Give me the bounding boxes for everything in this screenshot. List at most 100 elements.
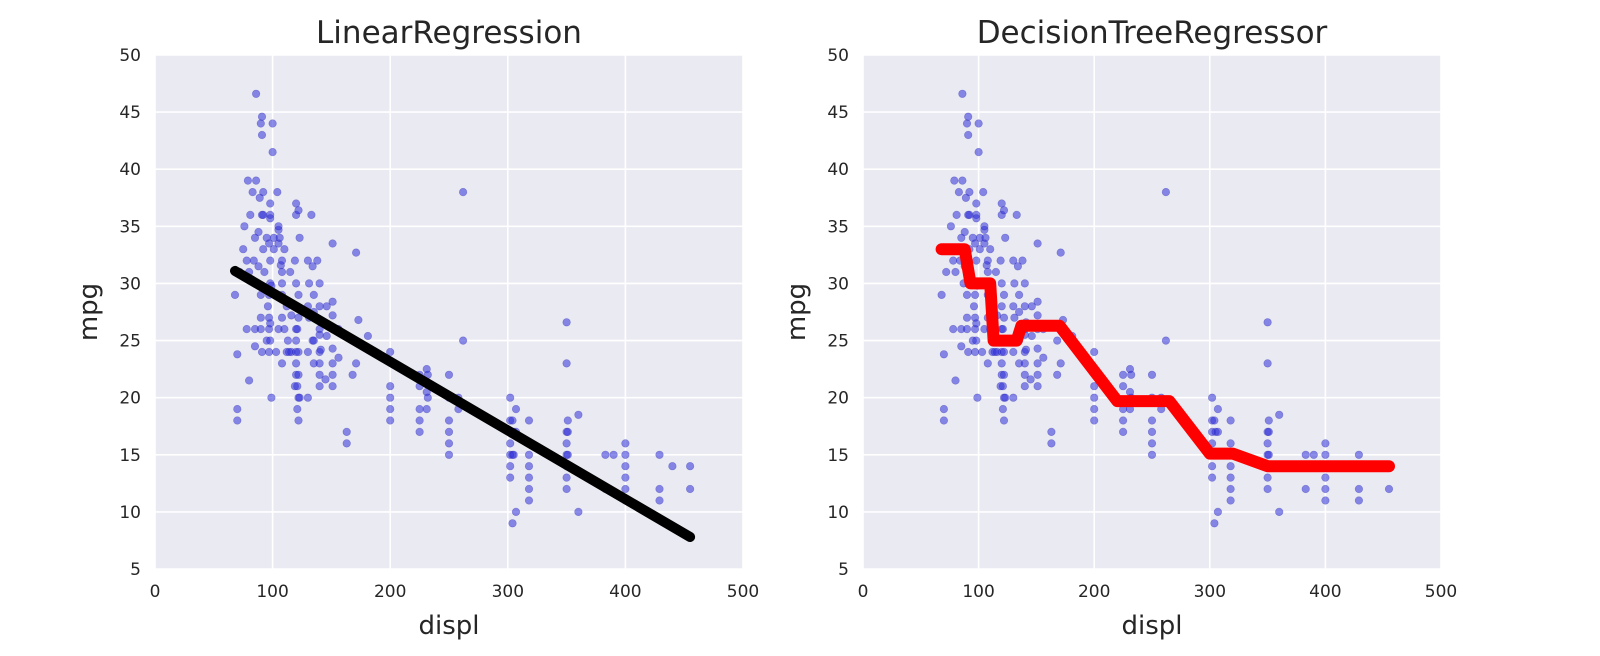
data-point [1118,427,1128,437]
data-point [257,347,267,357]
data-point [506,473,515,482]
data-point [1090,405,1099,414]
data-point [563,427,572,437]
data-point [1263,359,1272,368]
data-point [280,245,289,254]
data-point [1354,484,1363,494]
data-point [954,188,964,197]
y-tick-labels: 5 10 15 20 25 30 35 40 45 50 [827,46,849,580]
data-point [997,279,1006,288]
data-point [962,119,972,128]
x-tick-label: 300 [1194,582,1226,602]
data-point [286,267,295,277]
data-point [972,336,981,345]
data-point [1210,416,1219,425]
y-tick-label: 35 [119,217,141,237]
data-point [1226,484,1235,494]
data-point [961,193,971,202]
data-point [655,484,664,494]
x-tick-label: 200 [374,582,406,602]
y-tick-labels: 5 10 15 20 25 30 35 40 45 50 [119,46,141,580]
data-point [1009,302,1018,311]
data-point [1020,302,1029,311]
data-point [685,484,695,494]
plot-area [155,55,743,569]
data-point [1009,393,1018,402]
data-point [459,336,468,345]
data-point [1014,290,1024,300]
data-point [991,267,1001,277]
data-point [328,370,337,379]
data-point [942,267,951,277]
data-point [1207,473,1217,482]
data-point [562,473,571,482]
data-point [263,302,273,311]
data-point [962,325,972,334]
data-point [1309,450,1318,459]
data-point [328,297,337,306]
data-point [250,233,260,242]
y-tick-label: 10 [119,503,141,523]
data-point [524,450,534,459]
data-point [957,342,966,351]
data-point [1321,496,1330,505]
data-point [1226,462,1235,471]
data-point [964,130,973,140]
data-point [309,290,318,300]
data-point [964,347,973,357]
data-point [256,313,265,322]
data-point [1021,345,1031,354]
x-tick-label: 0 [150,582,161,602]
data-point [230,290,240,300]
data-point [1263,473,1272,482]
data-point [958,176,967,185]
data-point [277,359,287,368]
data-point [303,256,313,265]
data-point [975,245,984,254]
data-point [563,416,572,425]
data-point [972,199,981,208]
y-tick-label: 5 [130,560,141,580]
data-point [415,405,424,414]
data-point [1161,336,1170,345]
x-tick-label: 100 [256,582,288,602]
x-tick-label: 500 [1425,582,1457,602]
data-point [352,248,361,257]
data-point [1264,416,1273,425]
data-point [996,256,1005,265]
data-point [524,496,534,505]
data-point [250,342,260,351]
data-point [1001,233,1010,242]
plot-area [863,55,1441,569]
data-point [257,130,267,140]
data-point [1213,427,1222,437]
data-point [1147,439,1157,448]
data-point [1033,359,1042,368]
data-point [309,336,318,345]
data-point [316,345,325,354]
data-point [1056,359,1065,368]
data-point [1026,375,1035,384]
data-point [254,227,263,237]
x-axis-label: displ [1121,611,1182,641]
data-point [315,279,324,288]
data-point [974,119,983,128]
data-point [1354,450,1363,459]
data-point [965,210,974,219]
data-point [342,427,351,437]
data-point [294,206,303,215]
data-point [563,450,572,459]
data-point [946,222,956,231]
data-point [256,325,265,334]
data-point [621,450,630,459]
data-point [1009,256,1018,265]
data-point [307,210,316,219]
data-point [970,290,980,300]
data-point [998,382,1008,391]
data-point [983,256,992,265]
data-point [970,347,980,357]
data-point [979,188,988,197]
y-tick-label: 40 [119,160,141,180]
data-point [999,313,1009,322]
data-point [1033,311,1042,320]
